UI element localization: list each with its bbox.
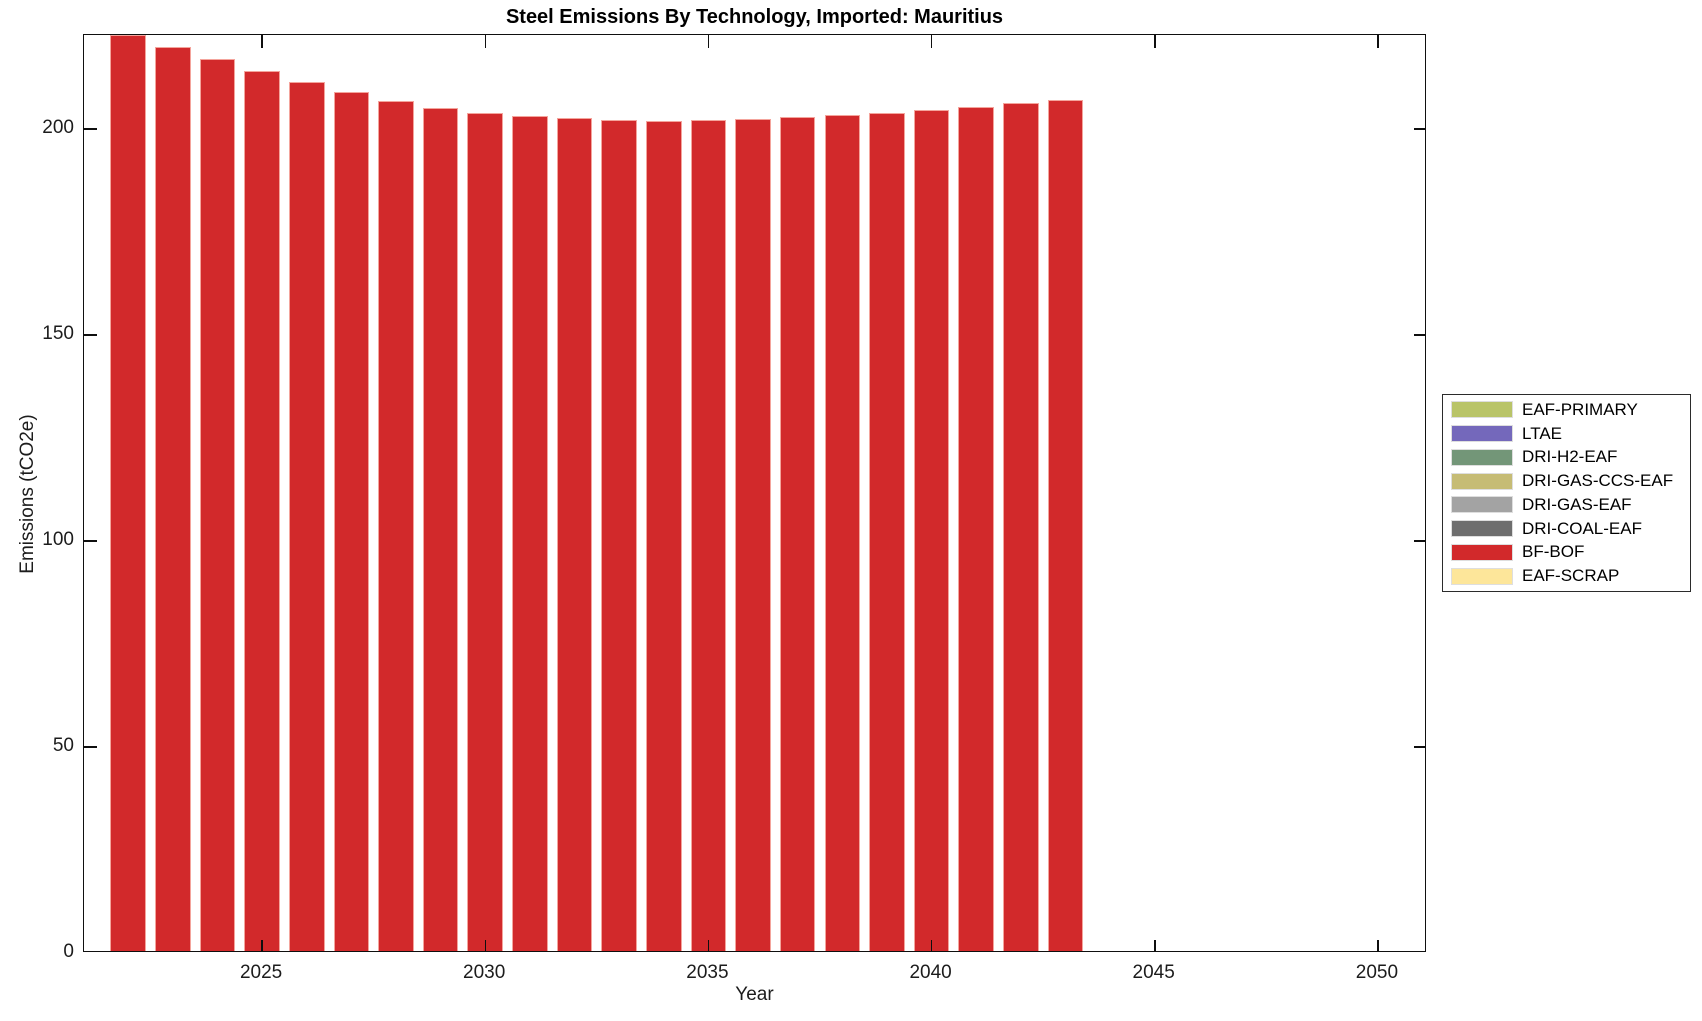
legend-item-bf-bof: BF-BOF (1451, 542, 1690, 562)
x-tick-label-2035: 2035 (686, 962, 729, 983)
y-tick-mark-left-200 (84, 128, 97, 130)
bar-2027 (333, 91, 370, 951)
x-tick-mark-top-2035 (707, 35, 710, 48)
y-tick-mark-left-150 (84, 334, 97, 336)
x-tick-mark-bottom-2040 (930, 940, 933, 951)
legend-item-dri-h2-eaf: DRI-H2-EAF (1451, 447, 1690, 467)
legend-swatch-icon (1451, 448, 1513, 466)
x-tick-mark-bottom-2035 (707, 940, 710, 951)
legend-item-dri-gas-ccs-eaf: DRI-GAS-CCS-EAF (1451, 471, 1690, 491)
bar-2032 (556, 118, 593, 951)
chart-title: Steel Emissions By Technology, Imported:… (505, 6, 1004, 28)
y-tick-mark-left-100 (84, 540, 97, 542)
x-tick-mark-bottom-2050 (1377, 940, 1379, 951)
legend-label: DRI-GAS-EAF (1522, 494, 1632, 514)
legend-label: EAF-SCRAP (1522, 566, 1620, 586)
bar-2030 (467, 112, 504, 951)
x-tick-mark-top-2040 (930, 35, 933, 48)
bar-2024 (199, 58, 236, 951)
bar-2043 (1047, 100, 1084, 951)
bar-2023 (155, 46, 191, 951)
legend-swatch-icon (1451, 567, 1513, 585)
x-tick-label-2030: 2030 (463, 962, 506, 983)
bar-2036 (735, 118, 771, 951)
legend-label: DRI-GAS-CCS-EAF (1522, 471, 1674, 491)
legend-swatch-icon (1451, 496, 1513, 514)
legend-label: BF-BOF (1522, 542, 1585, 562)
x-tick-mark-bottom-2045 (1154, 940, 1156, 951)
y-tick-mark-right-200 (1414, 128, 1425, 130)
legend-item-eaf-scrap: EAF-SCRAP (1451, 566, 1690, 586)
bar-2029 (422, 107, 459, 951)
legend-item-eaf-primary: EAF-PRIMARY (1451, 400, 1690, 420)
y-axis-label: Emissions (tCO2e) (17, 414, 38, 574)
bar-2034 (645, 120, 682, 951)
bar-2026 (288, 82, 325, 951)
x-tick-label-2040: 2040 (909, 962, 952, 983)
legend-swatch-icon (1451, 401, 1513, 419)
y-tick-label-150: 150 (42, 323, 74, 344)
legend-swatch-icon (1451, 543, 1513, 561)
bar-2031 (512, 115, 548, 951)
legend-label: LTAE (1522, 423, 1562, 443)
plot-area (83, 34, 1426, 952)
y-tick-mark-left-50 (84, 746, 97, 748)
x-tick-mark-bottom-2025 (261, 940, 263, 951)
legend-swatch-icon (1451, 520, 1513, 538)
legend-item-ltae: LTAE (1451, 424, 1690, 444)
x-tick-mark-bottom-2030 (484, 940, 486, 951)
x-tick-label-2025: 2025 (239, 962, 283, 983)
legend-label: DRI-H2-EAF (1522, 447, 1618, 467)
x-tick-mark-top-2025 (261, 35, 263, 48)
bar-2035 (690, 120, 727, 951)
bar-2033 (601, 119, 637, 951)
bar-2037 (779, 117, 816, 951)
y-tick-mark-right-150 (1414, 334, 1425, 336)
legend-label: DRI-COAL-EAF (1522, 518, 1642, 538)
x-tick-mark-top-2045 (1154, 35, 1156, 48)
legend-item-dri-gas-eaf: DRI-GAS-EAF (1451, 495, 1690, 515)
y-tick-label-200: 200 (42, 116, 74, 138)
y-tick-mark-right-100 (1414, 540, 1425, 542)
legend-swatch-icon (1451, 425, 1513, 443)
legend-swatch-icon (1451, 472, 1513, 490)
bar-2022 (110, 35, 146, 951)
legend-label: EAF-PRIMARY (1522, 399, 1638, 419)
y-tick-label-50: 50 (52, 735, 74, 756)
legend: EAF-PRIMARY LTAE DRI-H2-EAF DRI-GAS-CCS-EAF… (1442, 394, 1691, 592)
x-tick-mark-top-2050 (1377, 35, 1379, 48)
bar-2025 (244, 70, 280, 951)
x-tick-label-2045: 2045 (1132, 962, 1175, 983)
x-tick-mark-top-2030 (484, 35, 486, 48)
bar-2038 (824, 114, 861, 951)
legend-item-dri-coal-eaf: DRI-COAL-EAF (1451, 519, 1690, 539)
bar-2028 (378, 100, 414, 951)
bar-2042 (1003, 103, 1039, 951)
x-axis-label: Year (735, 984, 774, 1005)
y-tick-label-0: 0 (63, 941, 74, 962)
bar-2039 (869, 113, 905, 951)
y-tick-mark-right-50 (1414, 746, 1425, 748)
bar-2041 (958, 107, 995, 951)
y-tick-label-100: 100 (42, 529, 74, 550)
x-tick-label-2050: 2050 (1355, 962, 1399, 983)
bar-2040 (913, 110, 950, 951)
